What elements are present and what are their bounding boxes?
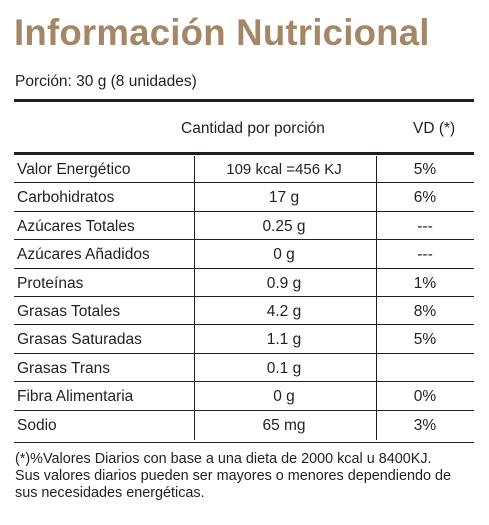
row-divider — [14, 324, 474, 326]
column-divider-right — [376, 156, 377, 440]
table-row: Proteínas 0.9 g 1% — [14, 269, 474, 297]
header-rule — [14, 152, 474, 155]
nutrient-daily-value: 8% — [413, 303, 437, 320]
nutrient-amount: 0.1 g — [266, 359, 302, 377]
footnote-line-1: (*)%Valores Diarios con base a una dieta… — [15, 451, 432, 467]
nutrient-amount: 0.25 g — [262, 217, 306, 235]
header-amount: Cantidad por porción — [181, 120, 325, 137]
nutrient-amount: 0 g — [273, 388, 295, 406]
row-divider — [14, 295, 474, 297]
table-row: Azúcares Totales 0.25 g --- — [14, 212, 474, 241]
nutrient-name: Carbohidratos — [17, 189, 115, 207]
row-divider — [14, 409, 474, 411]
nutrient-daily-value: 1% — [413, 274, 437, 292]
nutrient-daily-value: 5% — [413, 161, 437, 178]
footnote: (*)%Valores Diarios con base a una dieta… — [15, 451, 477, 502]
nutrient-daily-value: 3% — [413, 416, 437, 434]
column-divider-left — [194, 156, 195, 440]
row-divider — [14, 182, 474, 184]
nutrient-name: Azúcares Añadidos — [17, 246, 150, 264]
table-row: Grasas Saturadas 1.1 g 5% — [14, 325, 474, 354]
nutrient-amount: 0.9 g — [266, 274, 302, 292]
nutrient-daily-value: 6% — [413, 189, 437, 207]
nutrient-daily-value: 0% — [413, 388, 437, 406]
nutrient-name: Fibra Alimentaria — [17, 388, 134, 406]
top-rule — [14, 99, 474, 102]
bottom-rule — [14, 442, 474, 443]
row-divider — [14, 381, 474, 383]
nutrient-daily-value: 5% — [413, 331, 437, 349]
table-row: Grasas Totales 4.2 g 8% — [14, 297, 474, 326]
table-row: Carbohidratos 17 g 6% — [14, 183, 474, 212]
table-row: Valor Energético 109 kcal =456 KJ 5% — [14, 155, 474, 184]
nutrient-amount: 109 kcal =456 KJ — [226, 161, 342, 178]
table-row: Grasas Trans 0.1 g — [14, 354, 474, 383]
header-daily-value: VD (*) — [413, 120, 456, 137]
nutrient-name: Sodio — [17, 416, 57, 434]
page-title: Información Nutricional — [14, 12, 430, 53]
portion-size: Porción: 30 g (8 unidades) — [15, 73, 197, 90]
nutrient-daily-value: --- — [417, 246, 433, 264]
row-divider — [14, 239, 474, 241]
nutrient-name: Proteínas — [17, 274, 84, 292]
nutrient-name: Valor Energético — [17, 161, 131, 178]
table-row: Sodio 65 mg 3% — [14, 411, 474, 439]
nutrient-amount: 65 mg — [262, 416, 306, 434]
nutrient-name: Azúcares Totales — [17, 217, 135, 235]
nutrient-amount: 0 g — [273, 246, 295, 264]
footnote-line-2: Sus valores diarios pueden ser mayores o… — [15, 468, 451, 484]
nutrient-name: Grasas Saturadas — [17, 331, 142, 349]
footnote-line-3: sus necesidades energéticas. — [15, 485, 205, 501]
table-row: Azúcares Añadidos 0 g --- — [14, 240, 474, 269]
nutrient-daily-value: --- — [417, 217, 433, 235]
row-divider — [14, 267, 474, 269]
row-divider — [14, 352, 474, 354]
nutrient-name: Grasas Trans — [17, 359, 111, 377]
nutrient-name: Grasas Totales — [17, 303, 121, 320]
nutrient-amount: 1.1 g — [266, 331, 302, 349]
table-row: Fibra Alimentaria 0 g 0% — [14, 382, 474, 411]
nutrient-amount: 4.2 g — [266, 303, 302, 320]
nutrient-amount: 17 g — [268, 189, 300, 207]
row-divider — [14, 210, 474, 212]
